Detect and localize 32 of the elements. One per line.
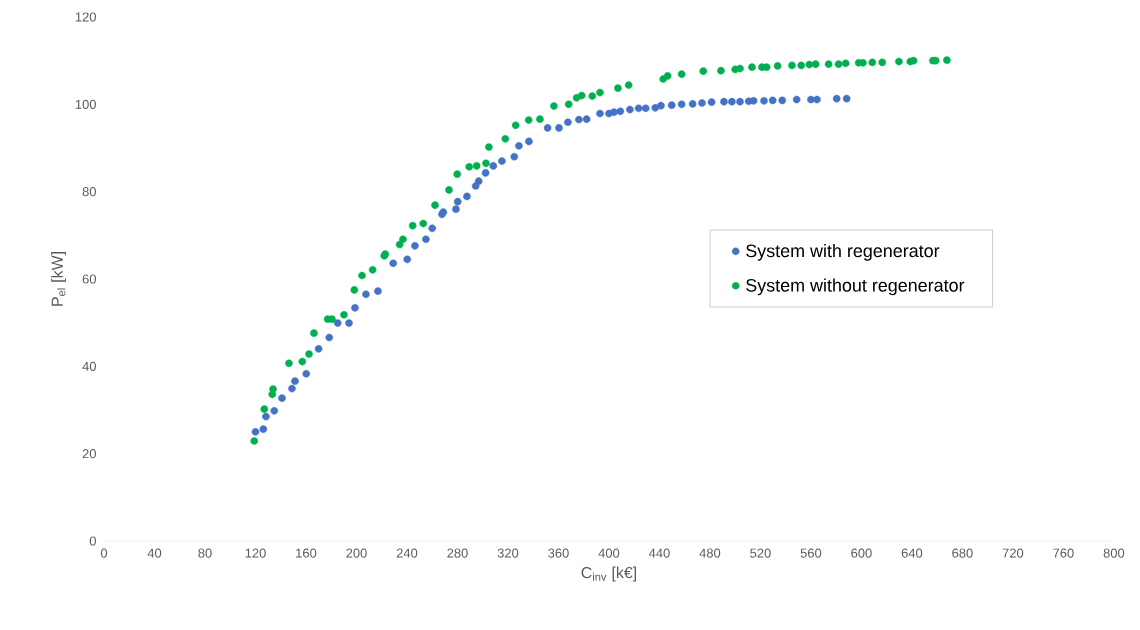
x-tick-label: 680 bbox=[952, 548, 973, 558]
y-axis-title: P$_{el}$ [kW] bbox=[51, 252, 67, 306]
x-tick-label: 760 bbox=[1053, 548, 1074, 558]
legend-label: System without regenerator bbox=[746, 278, 965, 296]
x-tick-label: 480 bbox=[699, 548, 721, 558]
x-tick-label: 360 bbox=[548, 548, 569, 558]
x-tick-label: 160 bbox=[296, 548, 317, 558]
x-tick-label: 600 bbox=[851, 548, 872, 558]
x-tick-label: 0 bbox=[100, 548, 108, 558]
y-tick-label: 100 bbox=[75, 99, 96, 109]
x-tick-label: 400 bbox=[598, 548, 620, 558]
x-tick-label: 640 bbox=[901, 548, 923, 558]
x-tick-label: 240 bbox=[396, 548, 418, 558]
x-tick-label: 560 bbox=[800, 548, 822, 558]
y-tick-label: 40 bbox=[82, 361, 96, 371]
y-tick-label: 80 bbox=[82, 187, 96, 197]
x-tick-label: 280 bbox=[447, 548, 468, 558]
x-tick-label: 120 bbox=[245, 548, 266, 558]
y-tick-label: 20 bbox=[82, 449, 96, 459]
legend-label: System with regenerator bbox=[746, 244, 940, 261]
x-tick-label: 800 bbox=[1103, 548, 1125, 558]
x-tick-label: 40 bbox=[147, 548, 162, 558]
x-tick-label: 320 bbox=[497, 548, 519, 558]
x-tick-label: 520 bbox=[750, 548, 771, 558]
y-tick-label: 60 bbox=[82, 274, 96, 284]
x-tick-label: 440 bbox=[648, 548, 670, 558]
y-tick-label: 120 bbox=[75, 12, 96, 22]
x-tick-label: 200 bbox=[346, 548, 367, 558]
x-tick-label: 720 bbox=[1002, 548, 1024, 558]
x-axis-title: C$_{inv}$ [k€] bbox=[581, 566, 637, 582]
y-tick-label: 0 bbox=[89, 536, 96, 546]
x-tick-label: 80 bbox=[198, 548, 212, 558]
